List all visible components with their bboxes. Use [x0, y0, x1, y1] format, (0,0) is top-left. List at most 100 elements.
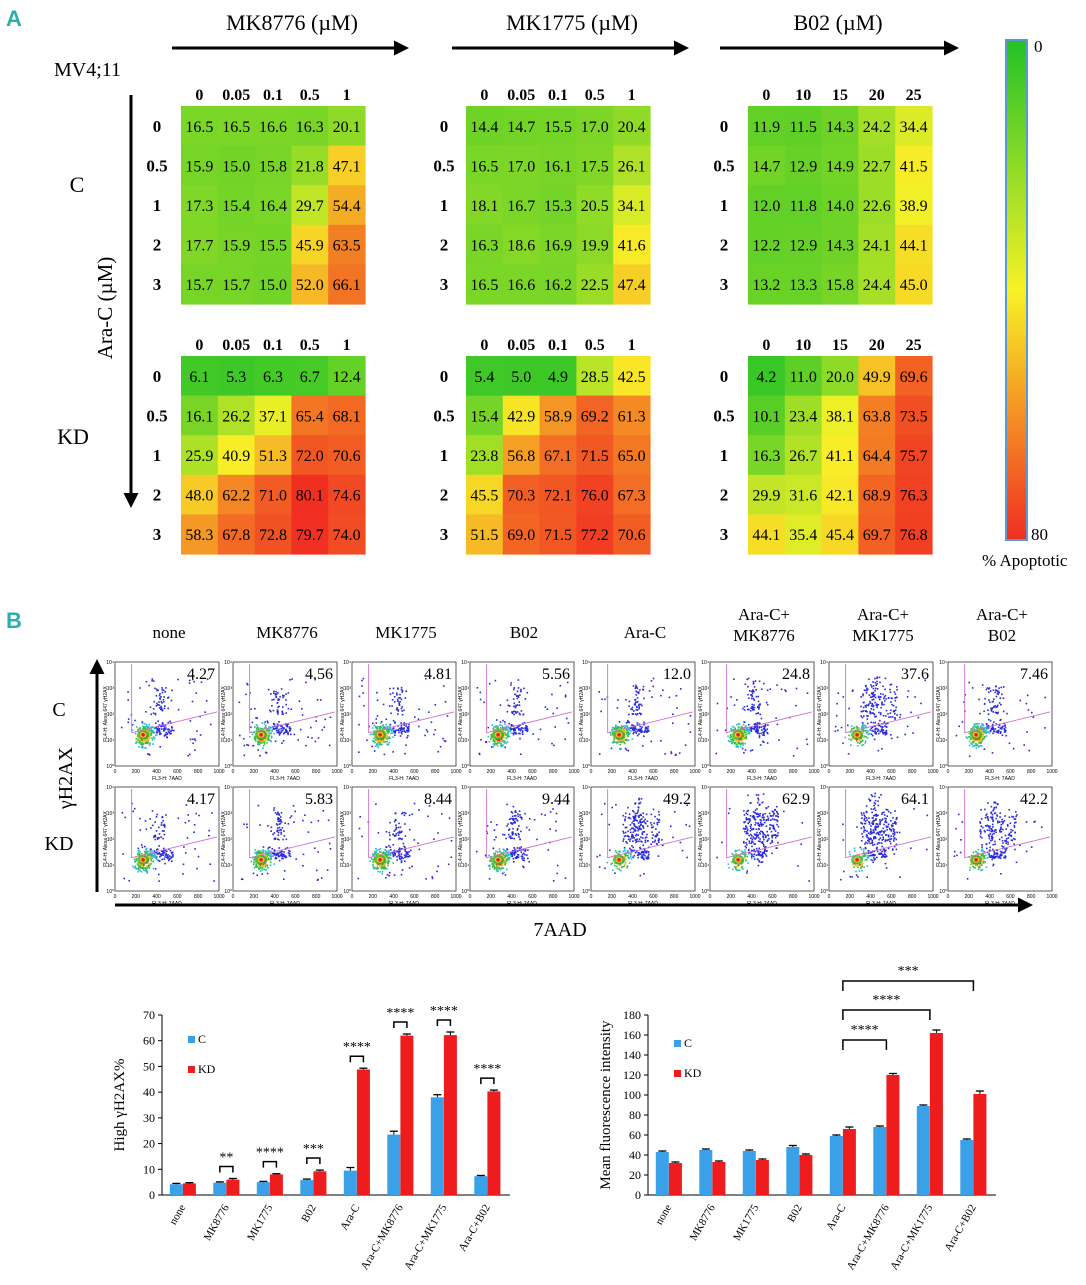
row-header: 0.5 [146, 156, 167, 175]
flow-event [282, 712, 284, 714]
flow-event [190, 739, 192, 741]
flow-event [278, 821, 280, 823]
row-header: 0.5 [713, 156, 734, 175]
flow-event [527, 858, 529, 860]
flow-event [807, 692, 809, 694]
flow-event [494, 745, 496, 747]
gh2ax-axis-label: γH2AX [55, 746, 77, 810]
flow-event [165, 814, 167, 816]
flow-event [874, 702, 876, 704]
flow-event [163, 730, 165, 732]
flow-event [405, 851, 407, 853]
flow-event [730, 739, 732, 741]
flow-event [392, 699, 394, 701]
flow-x-title: FL3-H: 7AAD [389, 901, 419, 907]
flow-event [751, 728, 753, 730]
flow-event [252, 745, 254, 747]
flow-event [516, 695, 518, 697]
flow-event [638, 729, 640, 731]
flow-event [383, 865, 385, 867]
flow-event [734, 742, 736, 744]
flow-event [1004, 724, 1006, 726]
flow-event [135, 866, 137, 868]
flow-event [394, 721, 396, 723]
flow-event [995, 707, 997, 709]
flow-x-tick: 400 [628, 769, 637, 775]
flow-event [976, 740, 978, 742]
flow-event [397, 713, 399, 715]
heatmap-cell-value: 70.3 [507, 488, 535, 505]
flow-y-tick: 10⁴ [224, 660, 232, 666]
flow-event [873, 688, 875, 690]
flow-event [882, 726, 884, 728]
flow-event [380, 722, 382, 724]
flow-event [165, 687, 167, 689]
flow-event [986, 724, 988, 726]
flow-event [262, 747, 264, 749]
flow-event [153, 736, 155, 738]
flow-event [744, 709, 746, 711]
flow-event [727, 735, 729, 737]
flow-event [159, 746, 161, 748]
flow-event [997, 693, 999, 695]
flow-event [208, 830, 210, 832]
flow-event [529, 829, 531, 831]
flow-event [732, 741, 734, 743]
flow-event [845, 737, 847, 739]
flow-event [409, 815, 411, 817]
flow-event [443, 685, 445, 687]
flow-event [956, 735, 958, 737]
flow-event [270, 693, 272, 695]
heatmap-cell-value: 16.5 [222, 119, 250, 136]
heatmap-cell-value: 47.1 [333, 158, 361, 175]
flow-event [138, 848, 140, 850]
flow-x-tick: 400 [270, 894, 279, 900]
flow-event [405, 835, 407, 837]
flow-percent-value: 5.83 [305, 791, 333, 808]
flow-event [730, 741, 732, 743]
flow-event [170, 850, 172, 852]
flow-event [178, 709, 180, 711]
flow-event [163, 830, 165, 832]
flow-event [387, 865, 389, 867]
flow-event [297, 739, 299, 741]
flow-event [139, 851, 141, 853]
flow-event [1020, 700, 1022, 702]
flow-event [161, 707, 163, 709]
flow-event [635, 691, 637, 693]
flow-event [171, 852, 173, 854]
flow-event [749, 690, 751, 692]
flow-event [896, 714, 898, 716]
flow-event [989, 702, 991, 704]
flow-event [173, 730, 175, 732]
flow-event [739, 743, 741, 745]
flow-event [146, 871, 148, 873]
flow-event [743, 724, 745, 726]
flow-event [867, 715, 869, 717]
col-header: 1 [343, 87, 351, 104]
flow-event [164, 705, 166, 707]
flow-event [397, 687, 399, 689]
flow-event [523, 867, 525, 869]
flow-event [739, 723, 741, 725]
flow-event [156, 705, 158, 707]
flow-event [151, 860, 153, 862]
row-header: 2 [153, 486, 162, 505]
flow-event [395, 812, 397, 814]
flow-event [962, 721, 964, 723]
flow-event [160, 836, 162, 838]
flow-event [362, 692, 364, 694]
flow-density-core [259, 858, 263, 862]
flow-event [638, 706, 640, 708]
row-header: 3 [720, 525, 729, 544]
flow-event [732, 729, 734, 731]
flow-event [259, 866, 261, 868]
flow-event [507, 729, 509, 731]
flow-event [135, 733, 137, 735]
flow-event [385, 877, 387, 879]
flow-event [633, 685, 635, 687]
flow-event [272, 834, 274, 836]
flow-event [167, 697, 169, 699]
